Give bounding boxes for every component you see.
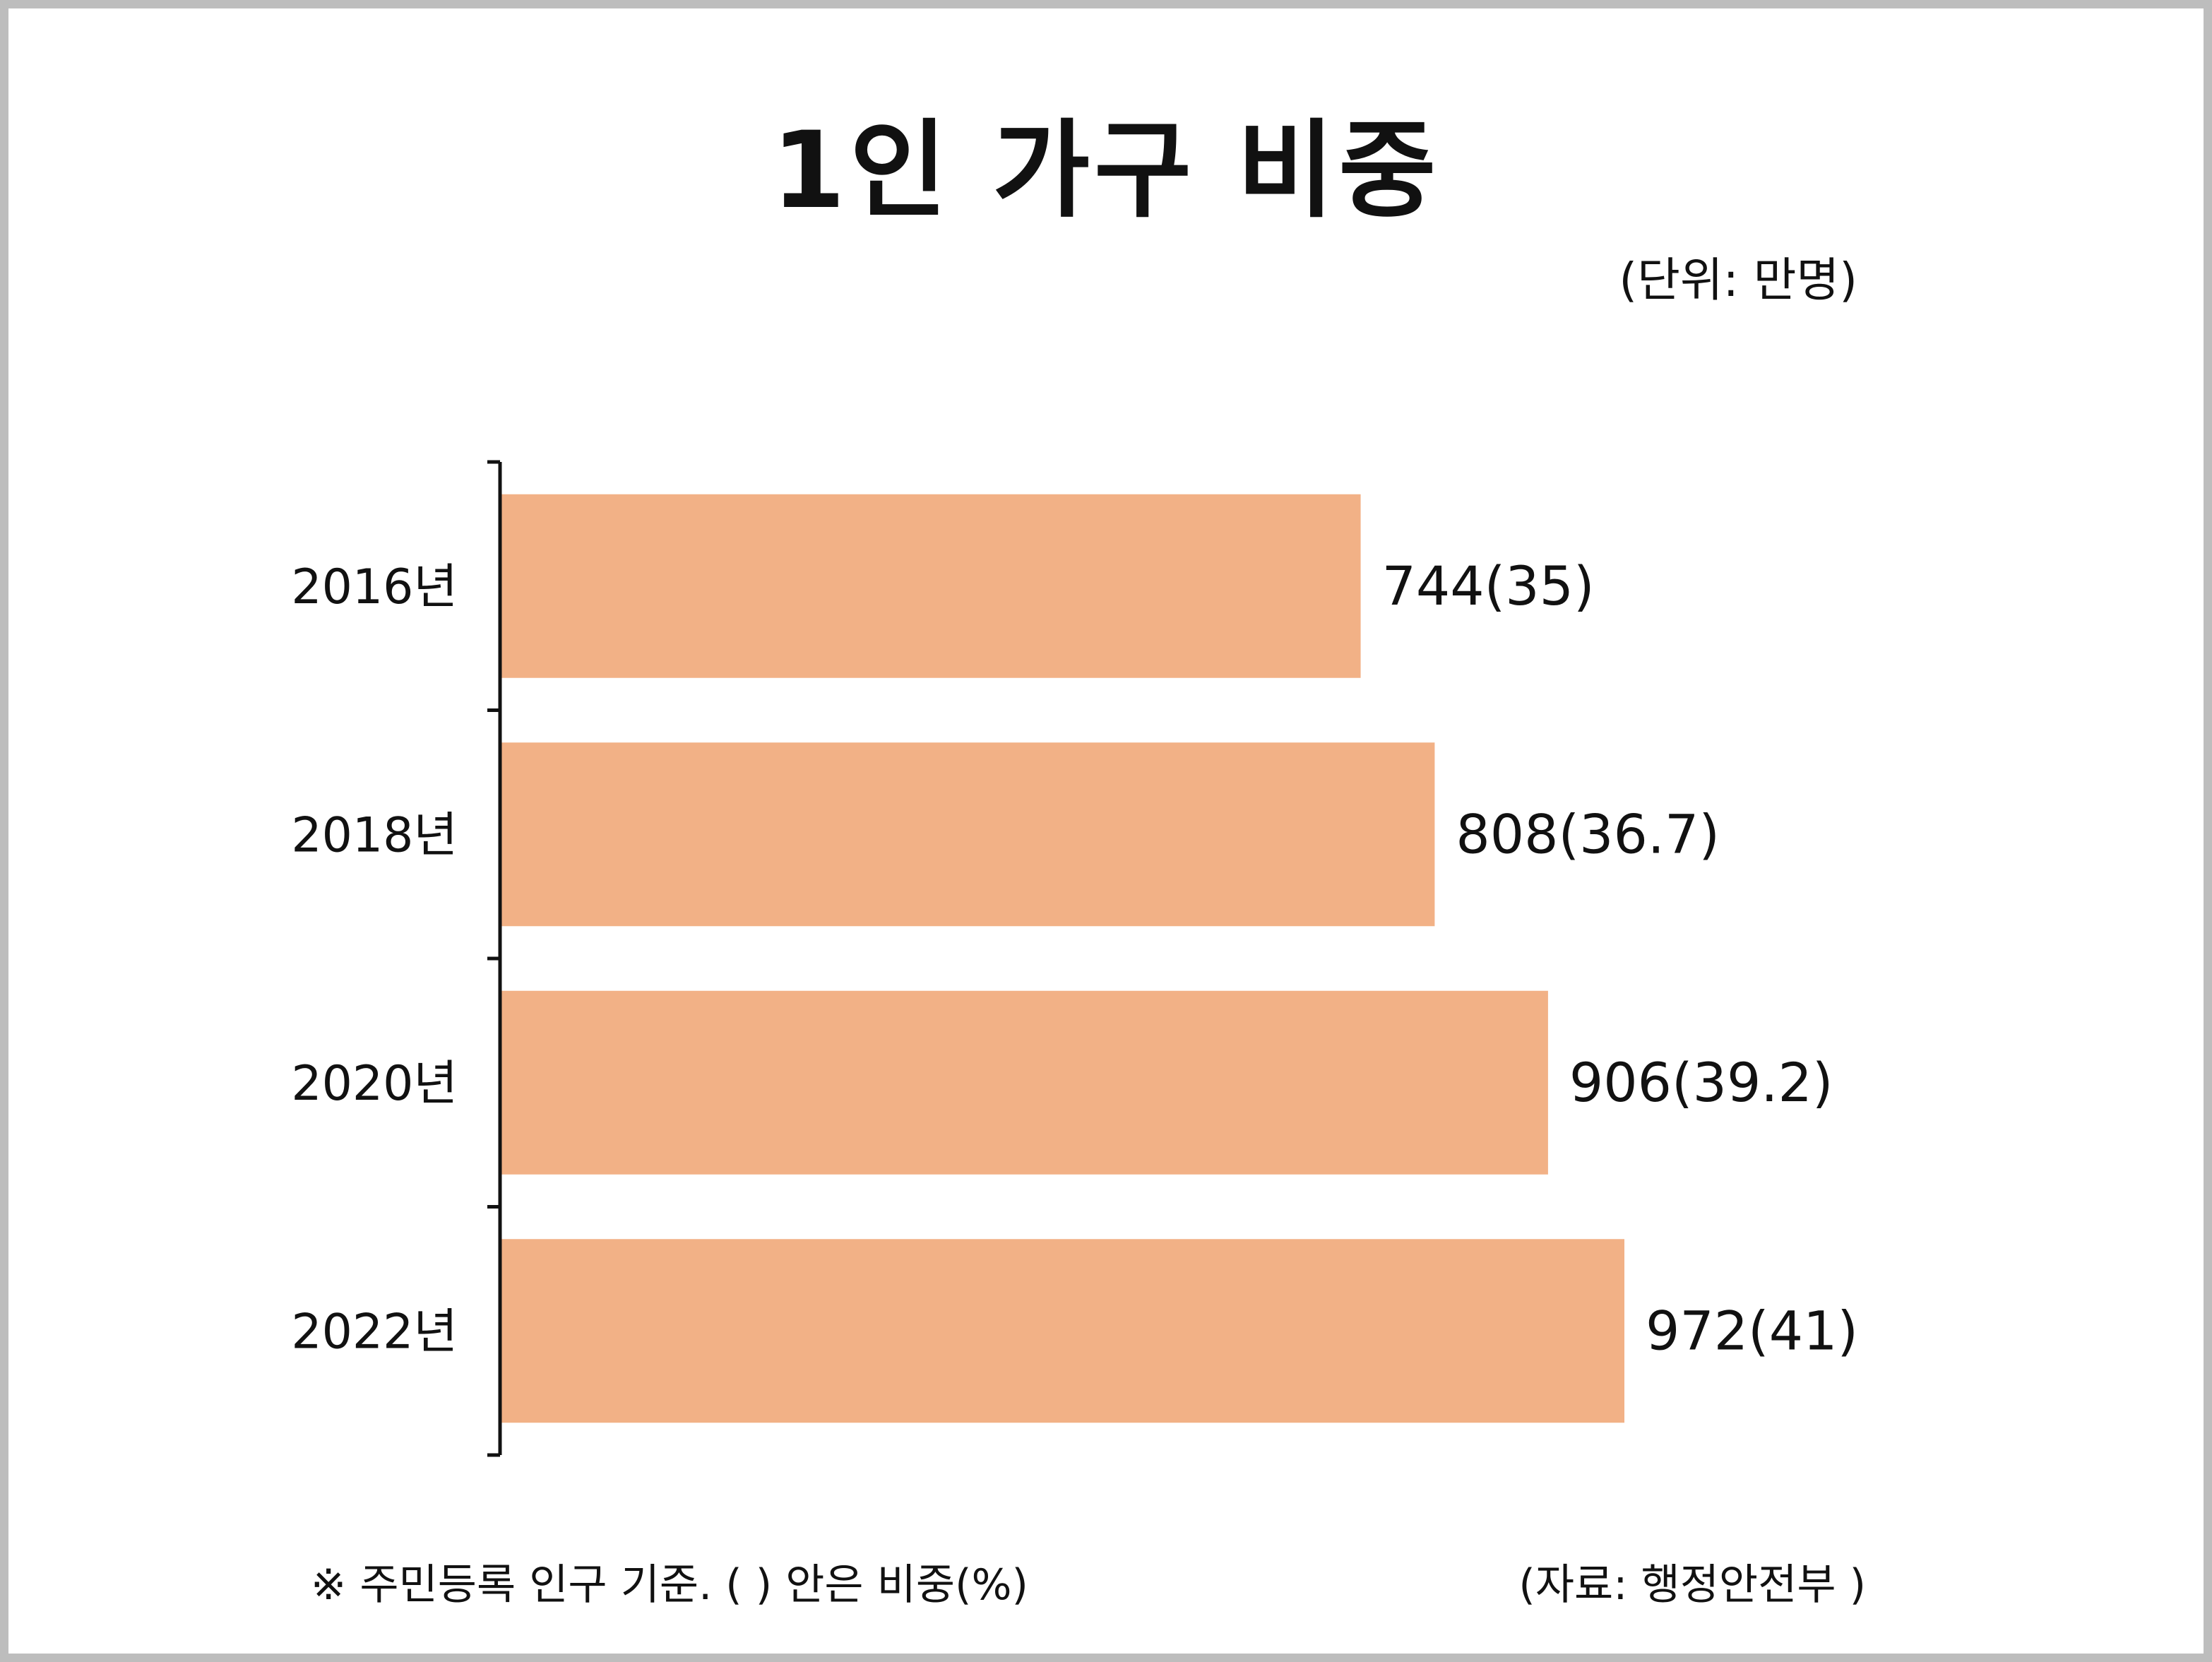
category-label: 2018년 — [291, 807, 458, 863]
category-label: 2022년 — [291, 1304, 458, 1360]
unit-label: (단위: 만명) — [1619, 253, 1857, 307]
data-label: 972(41) — [1646, 1299, 1858, 1362]
bar-1 — [500, 494, 1361, 678]
source-note: (자료: 행정안전부 ) — [1518, 1560, 1866, 1610]
data-label: 808(36.7) — [1456, 802, 1720, 865]
bar-chart: 2016년 744(35) 2018년 808(36.7) 2020년 906(39.2)… — [291, 460, 1858, 1457]
footnote: ※ 주민등록 인구 기준. ( ) 안은 비중(%) — [311, 1560, 1028, 1610]
chart-title: 1인 가구 비중 — [771, 109, 1441, 232]
bar-4 — [500, 1239, 1624, 1423]
category-label: 2016년 — [291, 559, 458, 615]
category-label: 2020년 — [291, 1056, 458, 1112]
bar-2 — [500, 742, 1435, 927]
data-label: 744(35) — [1382, 554, 1595, 617]
bar-3 — [500, 990, 1548, 1175]
data-label: 906(39.2) — [1569, 1051, 1833, 1114]
